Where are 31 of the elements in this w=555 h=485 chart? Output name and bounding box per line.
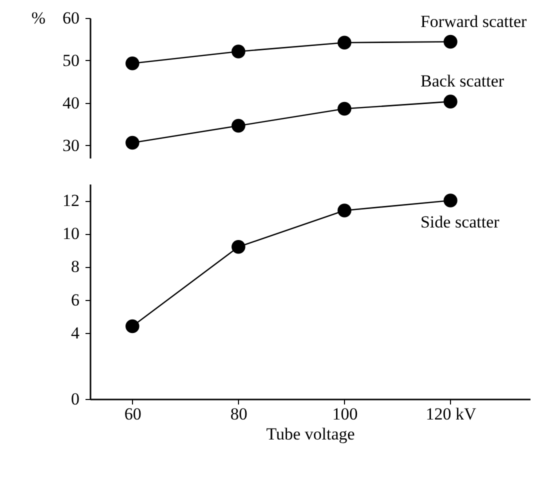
point [338,36,352,50]
x-tick-label: 60 [124,404,142,424]
y-tick-label: 8 [71,257,80,276]
x-tick-label: 100 [332,404,358,424]
series-label: Back scatter [420,72,504,91]
point [444,194,458,208]
y-tick-label: 4 [71,323,80,342]
series-label: Side scatter [420,212,500,232]
point [126,319,140,334]
x-tick-label: 120 kV [426,404,477,424]
y-tick-label: 40 [62,93,80,112]
y-tick-label: 60 [62,8,80,28]
y-tick-label: 10 [62,224,80,244]
point [126,136,140,150]
point [338,204,352,218]
point [232,240,246,254]
point [232,44,246,58]
y-tick-label: 12 [62,191,80,210]
point [338,102,352,116]
y-axis-title: % [31,8,46,28]
x-axis-title: Tube voltage [266,424,355,444]
point [232,118,246,133]
series-label: Forward scatter [420,12,528,31]
y-tick-label: 50 [62,50,80,70]
point [444,34,458,49]
point [126,56,140,70]
y-tick-label: 6 [71,290,80,310]
y-tick-label: 0 [71,390,80,408]
x-tick-label: 80 [230,404,248,424]
point [444,94,458,108]
y-tick-label: 30 [62,136,80,155]
